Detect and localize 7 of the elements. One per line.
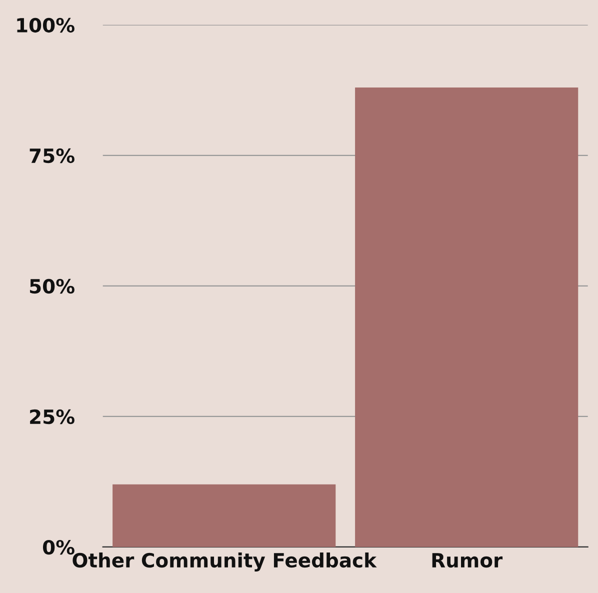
y-tick-label: 0% bbox=[42, 540, 74, 555]
y-tick-label: 100% bbox=[17, 18, 74, 33]
y-tick-label: 25% bbox=[30, 409, 74, 424]
x-tick-label: Other Community Feedback bbox=[72, 552, 377, 572]
y-tick-label: 50% bbox=[30, 278, 74, 294]
x-tick-label: Rumor bbox=[432, 553, 503, 568]
y-tick-label: 75% bbox=[30, 148, 74, 164]
